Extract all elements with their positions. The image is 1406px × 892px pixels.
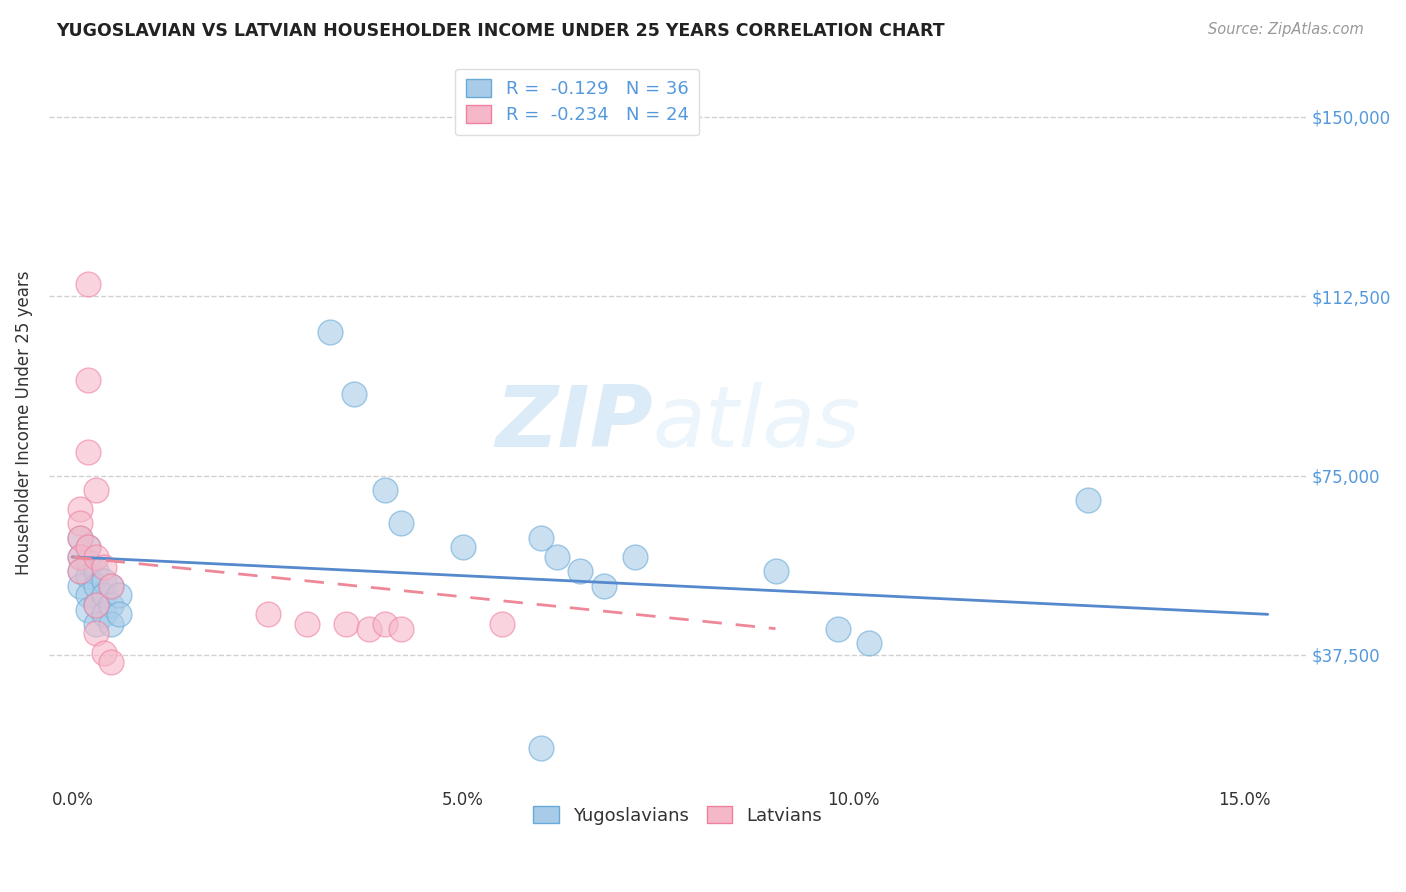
Point — [100, 616, 122, 631]
Point — [77, 541, 100, 555]
Text: atlas: atlas — [652, 382, 860, 465]
Point — [343, 387, 366, 401]
Point — [319, 325, 342, 339]
Point — [359, 622, 381, 636]
Point — [69, 531, 91, 545]
Point — [624, 549, 647, 564]
Point — [77, 588, 100, 602]
Point — [108, 607, 131, 622]
Point — [546, 549, 568, 564]
Point — [69, 516, 91, 531]
Point — [84, 483, 107, 497]
Point — [84, 598, 107, 612]
Point — [100, 579, 122, 593]
Point — [827, 622, 849, 636]
Text: Source: ZipAtlas.com: Source: ZipAtlas.com — [1208, 22, 1364, 37]
Point — [93, 574, 115, 588]
Point — [491, 616, 513, 631]
Point — [858, 636, 880, 650]
Point — [84, 616, 107, 631]
Point — [77, 541, 100, 555]
Point — [77, 277, 100, 292]
Point — [69, 564, 91, 578]
Point — [765, 564, 787, 578]
Text: YUGOSLAVIAN VS LATVIAN HOUSEHOLDER INCOME UNDER 25 YEARS CORRELATION CHART: YUGOSLAVIAN VS LATVIAN HOUSEHOLDER INCOM… — [56, 22, 945, 40]
Point — [84, 579, 107, 593]
Point — [108, 588, 131, 602]
Point — [374, 483, 396, 497]
Point — [77, 569, 100, 583]
Point — [93, 559, 115, 574]
Point — [374, 616, 396, 631]
Y-axis label: Householder Income Under 25 years: Householder Income Under 25 years — [15, 271, 32, 575]
Text: ZIP: ZIP — [495, 382, 652, 465]
Point — [84, 549, 107, 564]
Point — [93, 646, 115, 660]
Point — [77, 444, 100, 458]
Point — [569, 564, 592, 578]
Point — [530, 741, 553, 756]
Point — [100, 655, 122, 669]
Point — [69, 502, 91, 516]
Point — [451, 541, 474, 555]
Point — [84, 626, 107, 640]
Point — [84, 598, 107, 612]
Point — [389, 516, 412, 531]
Point — [77, 602, 100, 616]
Point — [592, 579, 614, 593]
Point — [530, 531, 553, 545]
Point — [93, 588, 115, 602]
Point — [77, 555, 100, 569]
Point — [69, 579, 91, 593]
Point — [69, 564, 91, 578]
Point — [389, 622, 412, 636]
Point — [1077, 492, 1099, 507]
Point — [256, 607, 278, 622]
Legend: Yugoslavians, Latvians: Yugoslavians, Latvians — [523, 795, 834, 836]
Point — [69, 549, 91, 564]
Point — [295, 616, 318, 631]
Point — [100, 579, 122, 593]
Point — [84, 564, 107, 578]
Point — [69, 531, 91, 545]
Point — [100, 598, 122, 612]
Point — [93, 607, 115, 622]
Point — [69, 549, 91, 564]
Point — [77, 373, 100, 387]
Point — [335, 616, 357, 631]
